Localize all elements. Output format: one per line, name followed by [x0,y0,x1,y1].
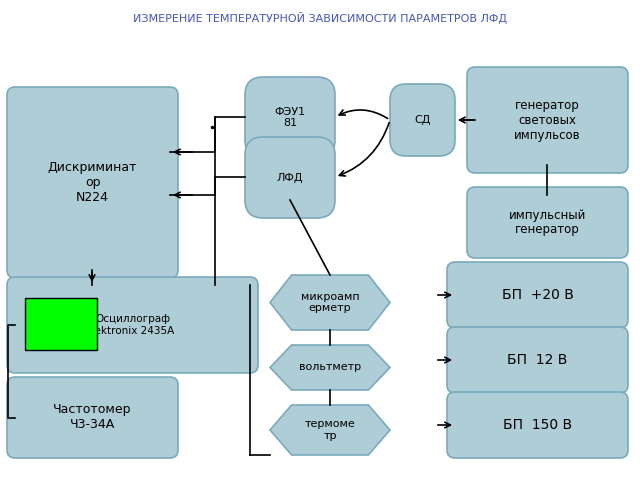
Bar [25,298,97,350]
FancyBboxPatch shape [447,327,628,393]
Text: импульсный
генератор: импульсный генератор [509,208,586,237]
Text: генератор
световых
импульсов: генератор световых импульсов [514,98,581,142]
FancyBboxPatch shape [447,392,628,458]
FancyBboxPatch shape [390,84,455,156]
Text: ЛФД: ЛФД [276,172,303,182]
Text: БП  150 В: БП 150 В [503,418,572,432]
Text: СД: СД [414,115,431,125]
Text: ФЭУ1
81: ФЭУ1 81 [275,107,305,128]
Text: БП  +20 В: БП +20 В [502,288,573,302]
Text: ИЗМЕРЕНИЕ ТЕМПЕРАТУРНОЙ ЗАВИСИМОСТИ ПАРАМЕТРОВ ЛФД: ИЗМЕРЕНИЕ ТЕМПЕРАТУРНОЙ ЗАВИСИМОСТИ ПАРА… [133,12,507,24]
FancyBboxPatch shape [447,262,628,328]
Text: Осциллограф
Tektronix 2435A: Осциллограф Tektronix 2435A [90,314,175,336]
Text: термоме
тр: термоме тр [305,419,355,441]
FancyBboxPatch shape [7,87,178,278]
FancyBboxPatch shape [467,187,628,258]
FancyBboxPatch shape [245,77,335,158]
Text: Дискриминат
ор
N224: Дискриминат ор N224 [48,161,137,204]
FancyBboxPatch shape [7,377,178,458]
FancyBboxPatch shape [245,137,335,218]
Text: Частотомер
Ч3-34А: Частотомер Ч3-34А [53,404,132,432]
Text: вольтметр: вольтметр [299,362,361,372]
Polygon shape [270,405,390,455]
FancyBboxPatch shape [7,277,258,373]
Text: БП  12 В: БП 12 В [508,353,568,367]
FancyBboxPatch shape [467,67,628,173]
Polygon shape [270,345,390,390]
Text: микроамп
ерметр: микроамп ерметр [301,292,359,313]
Polygon shape [270,275,390,330]
